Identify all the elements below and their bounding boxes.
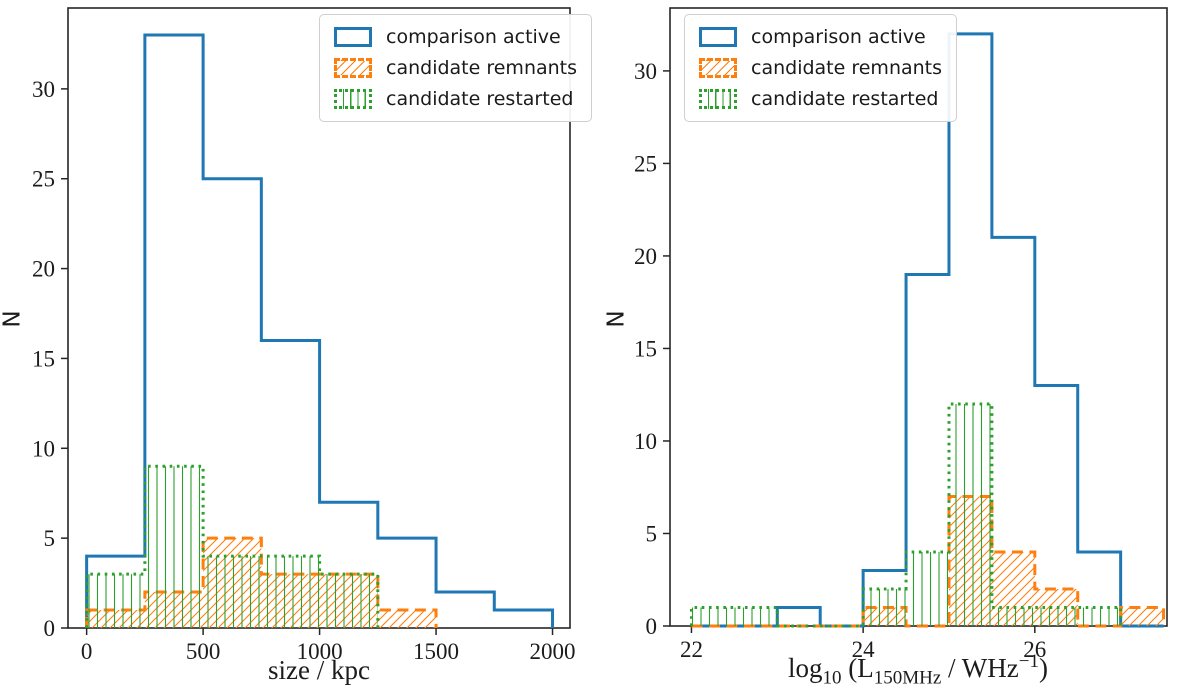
svg-text:2000: 2000 [530, 639, 576, 664]
comparison-active-swatch-icon [699, 27, 737, 47]
xlabel-part: (L [841, 653, 874, 683]
svg-text:5: 5 [44, 526, 56, 551]
svg-text:15: 15 [32, 346, 55, 371]
size-histogram: 0 500 1000 1500 2000 0 5 10 15 20 25 30 [32, 7, 576, 664]
svg-text:10: 10 [32, 436, 55, 461]
legend-item-label: comparison active [751, 26, 926, 48]
candidate-remnants-swatch-icon [334, 58, 372, 78]
legend-item: candidate remnants [699, 57, 942, 79]
legend: comparison active candidate remnants can… [319, 14, 593, 122]
candidate-remnants-swatch-icon [699, 58, 737, 78]
xlabel-part: log [787, 653, 823, 683]
series-comparison-active [85, 33, 555, 628]
svg-text:1500: 1500 [413, 639, 459, 664]
xlabel-part: / WHz [941, 653, 1019, 683]
legend-item-label: candidate restarted [751, 88, 939, 110]
svg-text:20: 20 [32, 257, 55, 282]
legend-item-label: candidate remnants [751, 57, 943, 79]
svg-text:30: 30 [634, 59, 657, 84]
y-axis-label-right: N [603, 310, 630, 328]
y-axis-label-left: N [0, 310, 26, 328]
legend-item-label: comparison active [386, 26, 561, 48]
series-comparison-active [691, 32, 1164, 628]
svg-text:15: 15 [634, 336, 657, 361]
legend-item: candidate restarted [699, 88, 942, 110]
xlabel-part-sub: 10 [822, 667, 842, 689]
x-axis-label-luminosity: log10 (L150MHz / WHz−1) [718, 651, 1118, 687]
candidate-restarted-swatch-icon [699, 89, 737, 109]
svg-text:25: 25 [634, 151, 657, 176]
xlabel-part: ) [1039, 653, 1048, 683]
svg-text:500: 500 [186, 639, 221, 664]
svg-text:5: 5 [646, 521, 658, 546]
candidate-restarted-swatch-icon [334, 89, 372, 109]
xlabel-part-sup: −1 [1018, 651, 1039, 672]
luminosity-histogram: 22 24 26 0 5 10 15 20 25 30 [634, 7, 1168, 662]
xlabel-part-sub: 150MHz [873, 667, 942, 689]
svg-text:24: 24 [852, 637, 876, 662]
svg-text:30: 30 [32, 77, 55, 102]
legend-item: comparison active [699, 26, 942, 48]
svg-text:26: 26 [1023, 637, 1046, 662]
legend-item-label: candidate remnants [386, 57, 578, 79]
svg-text:0: 0 [44, 616, 56, 641]
svg-text:10: 10 [634, 429, 657, 454]
svg-text:20: 20 [634, 244, 657, 269]
legend-item-label: candidate restarted [386, 88, 574, 110]
comparison-active-swatch-icon [334, 27, 372, 47]
legend-item: comparison active [334, 26, 577, 48]
legend-item: candidate restarted [334, 88, 577, 110]
legend: comparison active candidate remnants can… [684, 14, 958, 122]
svg-text:0: 0 [646, 614, 658, 639]
svg-text:22: 22 [680, 637, 703, 662]
svg-text:1000: 1000 [297, 639, 343, 664]
legend-item: candidate remnants [334, 57, 577, 79]
series-candidate-restarted [85, 464, 380, 628]
x-axis-label-size: size / kpc [268, 655, 370, 685]
svg-text:0: 0 [81, 639, 93, 664]
svg-text:25: 25 [32, 167, 55, 192]
